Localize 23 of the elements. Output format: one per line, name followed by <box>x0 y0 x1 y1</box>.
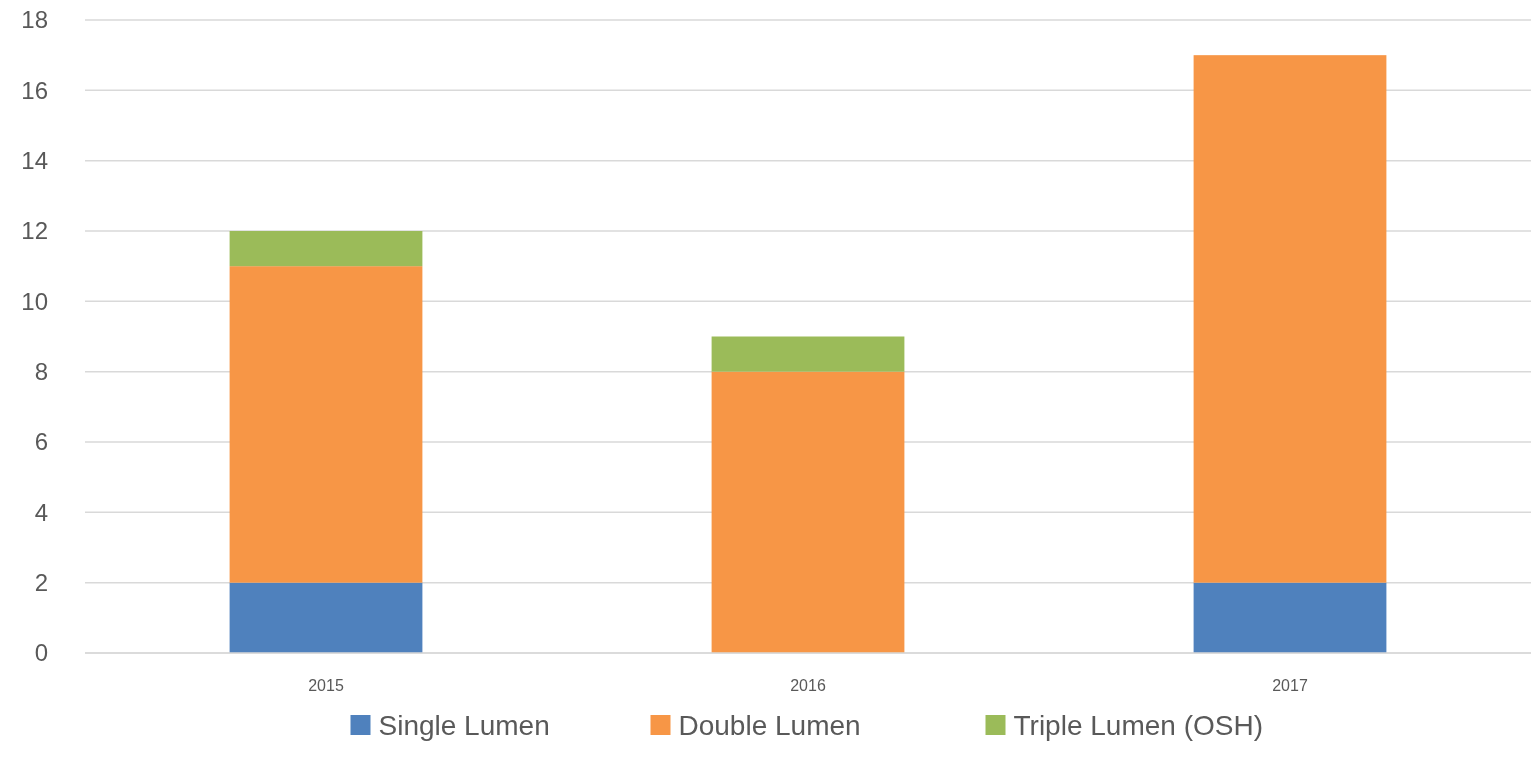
bar <box>229 231 423 267</box>
legend-label: Double Lumen <box>678 709 861 741</box>
y-tick-label: 16 <box>21 76 48 104</box>
y-tick-label: 18 <box>21 6 48 34</box>
bar <box>229 582 423 653</box>
bar <box>1193 55 1387 583</box>
bar <box>1193 582 1387 653</box>
x-tick-label: 2016 <box>790 677 826 694</box>
y-tick-label: 10 <box>21 287 48 315</box>
y-tick-label: 6 <box>34 428 48 456</box>
y-tick-label: 0 <box>34 639 48 667</box>
y-tick-label: 2 <box>34 569 48 597</box>
y-tick-label: 4 <box>34 498 48 526</box>
legend-label: Single Lumen <box>378 709 550 741</box>
bar <box>711 371 905 653</box>
legend-label: Triple Lumen (OSH) <box>1013 709 1263 741</box>
bar <box>229 266 423 583</box>
y-tick-label: 12 <box>21 217 48 245</box>
bar <box>711 336 905 372</box>
y-tick-label: 14 <box>21 147 48 175</box>
x-tick-label: 2015 <box>308 677 344 694</box>
x-tick-label: 2017 <box>1272 677 1308 694</box>
y-tick-label: 8 <box>34 358 48 386</box>
